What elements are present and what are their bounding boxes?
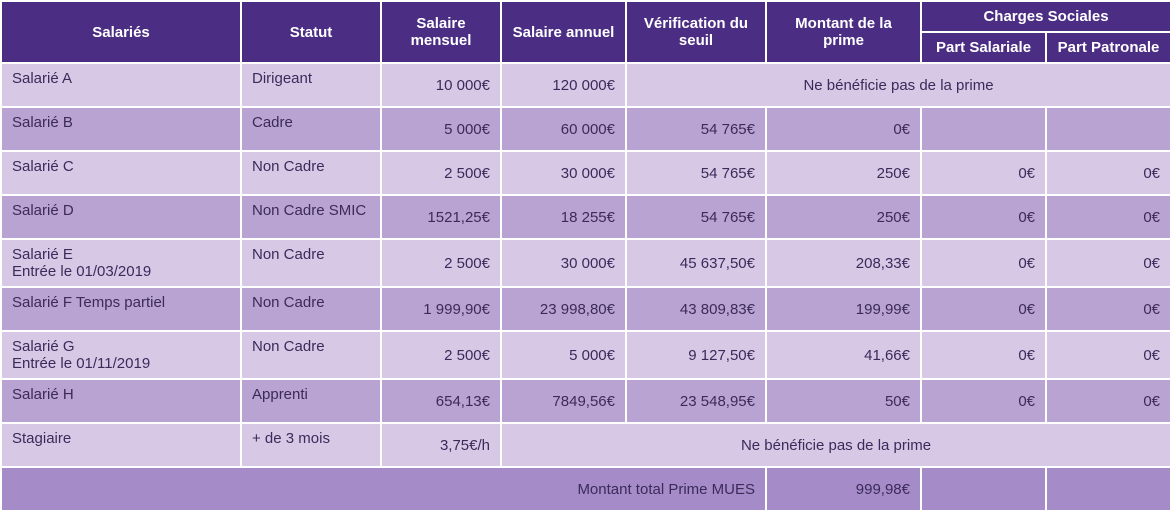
cell-salarie: Salarié B [1, 107, 241, 151]
th-salaries: Salariés [1, 1, 241, 63]
cell-annuel: 30 000€ [501, 239, 626, 287]
cell-mensuel: 2 500€ [381, 151, 501, 195]
cell-part-pat: 0€ [1046, 287, 1170, 331]
cell-part-pat [1046, 107, 1170, 151]
cell-salarie: Salarié EEntrée le 01/03/2019 [1, 239, 241, 287]
table-row: Salarié F Temps partielNon Cadre1 999,90… [1, 287, 1170, 331]
table-row: Stagiaire+ de 3 mois3,75€/hNe bénéficie … [1, 423, 1170, 467]
cell-statut: Non Cadre [241, 287, 381, 331]
table-row: Salarié GEntrée le 01/11/2019Non Cadre2 … [1, 331, 1170, 379]
cell-annuel: 120 000€ [501, 63, 626, 107]
cell-part-pat: 0€ [1046, 379, 1170, 423]
cell-statut: Non Cadre [241, 331, 381, 379]
cell-salarie: Salarié H [1, 379, 241, 423]
th-verif: Vérification du seuil [626, 1, 766, 63]
table-footer-row: Montant total Prime MUES999,98€ [1, 467, 1170, 511]
table-row: Salarié BCadre5 000€60 000€54 765€0€ [1, 107, 1170, 151]
cell-mensuel: 2 500€ [381, 239, 501, 287]
cell-verif: 54 765€ [626, 107, 766, 151]
th-annuel: Salaire annuel [501, 1, 626, 63]
cell-part-pat: 0€ [1046, 151, 1170, 195]
cell-verif: 9 127,50€ [626, 331, 766, 379]
cell-mensuel: 10 000€ [381, 63, 501, 107]
footer-empty [1046, 467, 1170, 511]
cell-verif: 45 637,50€ [626, 239, 766, 287]
cell-salarie: Salarié C [1, 151, 241, 195]
cell-verif: 23 548,95€ [626, 379, 766, 423]
th-charges: Charges Sociales [921, 1, 1170, 32]
cell-statut: Non Cadre [241, 151, 381, 195]
cell-mensuel: 2 500€ [381, 331, 501, 379]
cell-part-pat: 0€ [1046, 331, 1170, 379]
cell-mensuel: 1 999,90€ [381, 287, 501, 331]
cell-annuel: 7849,56€ [501, 379, 626, 423]
cell-part-sal: 0€ [921, 195, 1046, 239]
cell-part-pat: 0€ [1046, 239, 1170, 287]
footer-label: Montant total Prime MUES [1, 467, 766, 511]
th-montant: Montant de la prime [766, 1, 921, 63]
cell-annuel: 60 000€ [501, 107, 626, 151]
cell-mensuel: 1521,25€ [381, 195, 501, 239]
cell-statut: Non Cadre [241, 239, 381, 287]
cell-verif: 54 765€ [626, 195, 766, 239]
cell-salarie: Stagiaire [1, 423, 241, 467]
cell-montant: 0€ [766, 107, 921, 151]
cell-mensuel: 3,75€/h [381, 423, 501, 467]
cell-salarie: Salarié D [1, 195, 241, 239]
th-mensuel: Salaire mensuel [381, 1, 501, 63]
cell-montant: 199,99€ [766, 287, 921, 331]
cell-annuel: 30 000€ [501, 151, 626, 195]
footer-empty [921, 467, 1046, 511]
cell-montant: 208,33€ [766, 239, 921, 287]
cell-annuel: 23 998,80€ [501, 287, 626, 331]
th-statut: Statut [241, 1, 381, 63]
cell-merged-note: Ne bénéficie pas de la prime [501, 423, 1170, 467]
cell-statut: Non Cadre SMIC [241, 195, 381, 239]
cell-montant: 250€ [766, 151, 921, 195]
cell-part-sal: 0€ [921, 239, 1046, 287]
cell-part-sal [921, 107, 1046, 151]
cell-salarie: Salarié A [1, 63, 241, 107]
table-row: Salarié CNon Cadre2 500€30 000€54 765€25… [1, 151, 1170, 195]
cell-statut: Cadre [241, 107, 381, 151]
cell-statut: + de 3 mois [241, 423, 381, 467]
table-row: Salarié DNon Cadre SMIC1521,25€18 255€54… [1, 195, 1170, 239]
cell-part-sal: 0€ [921, 379, 1046, 423]
cell-part-sal: 0€ [921, 287, 1046, 331]
table-body: Salarié ADirigeant10 000€120 000€Ne béné… [1, 63, 1170, 511]
cell-annuel: 18 255€ [501, 195, 626, 239]
cell-merged-note: Ne bénéficie pas de la prime [626, 63, 1170, 107]
th-part-salariale: Part Salariale [921, 32, 1046, 63]
cell-mensuel: 654,13€ [381, 379, 501, 423]
cell-montant: 41,66€ [766, 331, 921, 379]
footer-total: 999,98€ [766, 467, 921, 511]
cell-salarie: Salarié F Temps partiel [1, 287, 241, 331]
cell-montant: 50€ [766, 379, 921, 423]
cell-salarie: Salarié GEntrée le 01/11/2019 [1, 331, 241, 379]
table-row: Salarié ADirigeant10 000€120 000€Ne béné… [1, 63, 1170, 107]
cell-montant: 250€ [766, 195, 921, 239]
cell-statut: Apprenti [241, 379, 381, 423]
cell-part-sal: 0€ [921, 331, 1046, 379]
cell-part-sal: 0€ [921, 151, 1046, 195]
cell-verif: 54 765€ [626, 151, 766, 195]
cell-verif: 43 809,83€ [626, 287, 766, 331]
cell-mensuel: 5 000€ [381, 107, 501, 151]
prime-table: Salariés Statut Salaire mensuel Salaire … [0, 0, 1170, 512]
cell-statut: Dirigeant [241, 63, 381, 107]
cell-part-pat: 0€ [1046, 195, 1170, 239]
table-row: Salarié EEntrée le 01/03/2019Non Cadre2 … [1, 239, 1170, 287]
table-header: Salariés Statut Salaire mensuel Salaire … [1, 1, 1170, 63]
table-row: Salarié HApprenti654,13€7849,56€23 548,9… [1, 379, 1170, 423]
cell-annuel: 5 000€ [501, 331, 626, 379]
th-part-patronale: Part Patronale [1046, 32, 1170, 63]
